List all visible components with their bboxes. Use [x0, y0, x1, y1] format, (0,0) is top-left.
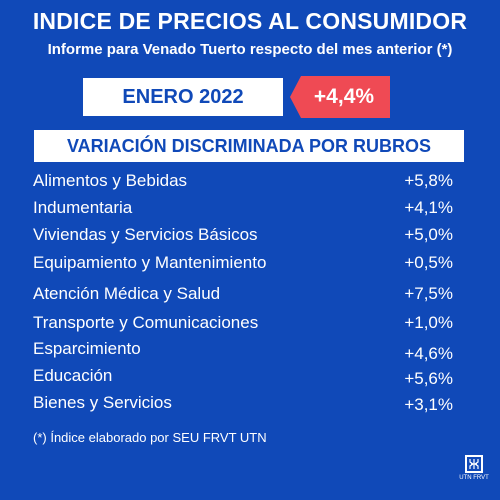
footnote: (*) Índice elaborado por SEU FRVT UTN	[33, 430, 267, 445]
section-header-box: VARIACIÓN DISCRIMINADA POR RUBROS	[34, 130, 464, 162]
rubro-value: +5,8%	[404, 171, 453, 190]
rubro-value: +3,1%	[404, 395, 453, 414]
rubro-value: +4,1%	[404, 198, 453, 217]
rubro-value: +1,0%	[404, 313, 453, 332]
rubro-value: +4,6%	[404, 344, 453, 363]
utn-logo-icon	[465, 455, 483, 473]
page-subtitle: Informe para Venado Tuerto respecto del …	[47, 41, 453, 58]
rubro-name: Viviendas y Servicios Básicos	[33, 225, 258, 244]
general-variation-value: +4,4%	[313, 85, 375, 108]
rubro-name: Esparcimiento	[33, 339, 141, 358]
list-item: Transporte y Comunicaciones +1,0%	[0, 313, 500, 339]
rubro-value: +5,0%	[404, 225, 453, 244]
list-item: Educación +5,6%	[0, 366, 500, 392]
rubro-name: Educación	[33, 366, 113, 385]
section-header: VARIACIÓN DISCRIMINADA POR RUBROS	[66, 135, 431, 156]
rubro-value: +7,5%	[404, 284, 453, 303]
page-title: INDICE DE PRECIOS AL CONSUMIDOR	[32, 8, 468, 34]
rubro-name: Equipamiento y Mantenimiento	[33, 253, 267, 272]
month-label-box: ENERO 2022	[83, 78, 283, 116]
utn-logo-label: UTN FRVT	[459, 475, 489, 481]
rubro-name: Transporte y Comunicaciones	[33, 313, 259, 332]
rubro-name: Indumentaria	[33, 198, 133, 217]
rubro-name: Atención Médica y Salud	[33, 284, 221, 303]
list-item: Alimentos y Bebidas +5,8%	[0, 171, 500, 197]
rubro-value: +0,5%	[404, 253, 453, 272]
rubro-name: Bienes y Servicios	[33, 393, 172, 412]
list-item: Bienes y Servicios +3,1%	[0, 393, 500, 419]
utn-logo: UTN FRVT	[456, 455, 492, 495]
list-item: Viviendas y Servicios Básicos +5,0%	[0, 225, 500, 251]
list-item: Esparcimiento +4,6%	[0, 339, 500, 365]
general-variation-badge: +4,4%	[290, 76, 390, 118]
rubro-value: +5,6%	[404, 369, 453, 388]
list-item: Atención Médica y Salud +7,5%	[0, 284, 500, 310]
month-label: ENERO 2022	[122, 85, 244, 108]
list-item: Equipamiento y Mantenimiento +0,5%	[0, 253, 500, 279]
rubro-name: Alimentos y Bebidas	[33, 171, 188, 190]
list-item: Indumentaria +4,1%	[0, 198, 500, 224]
